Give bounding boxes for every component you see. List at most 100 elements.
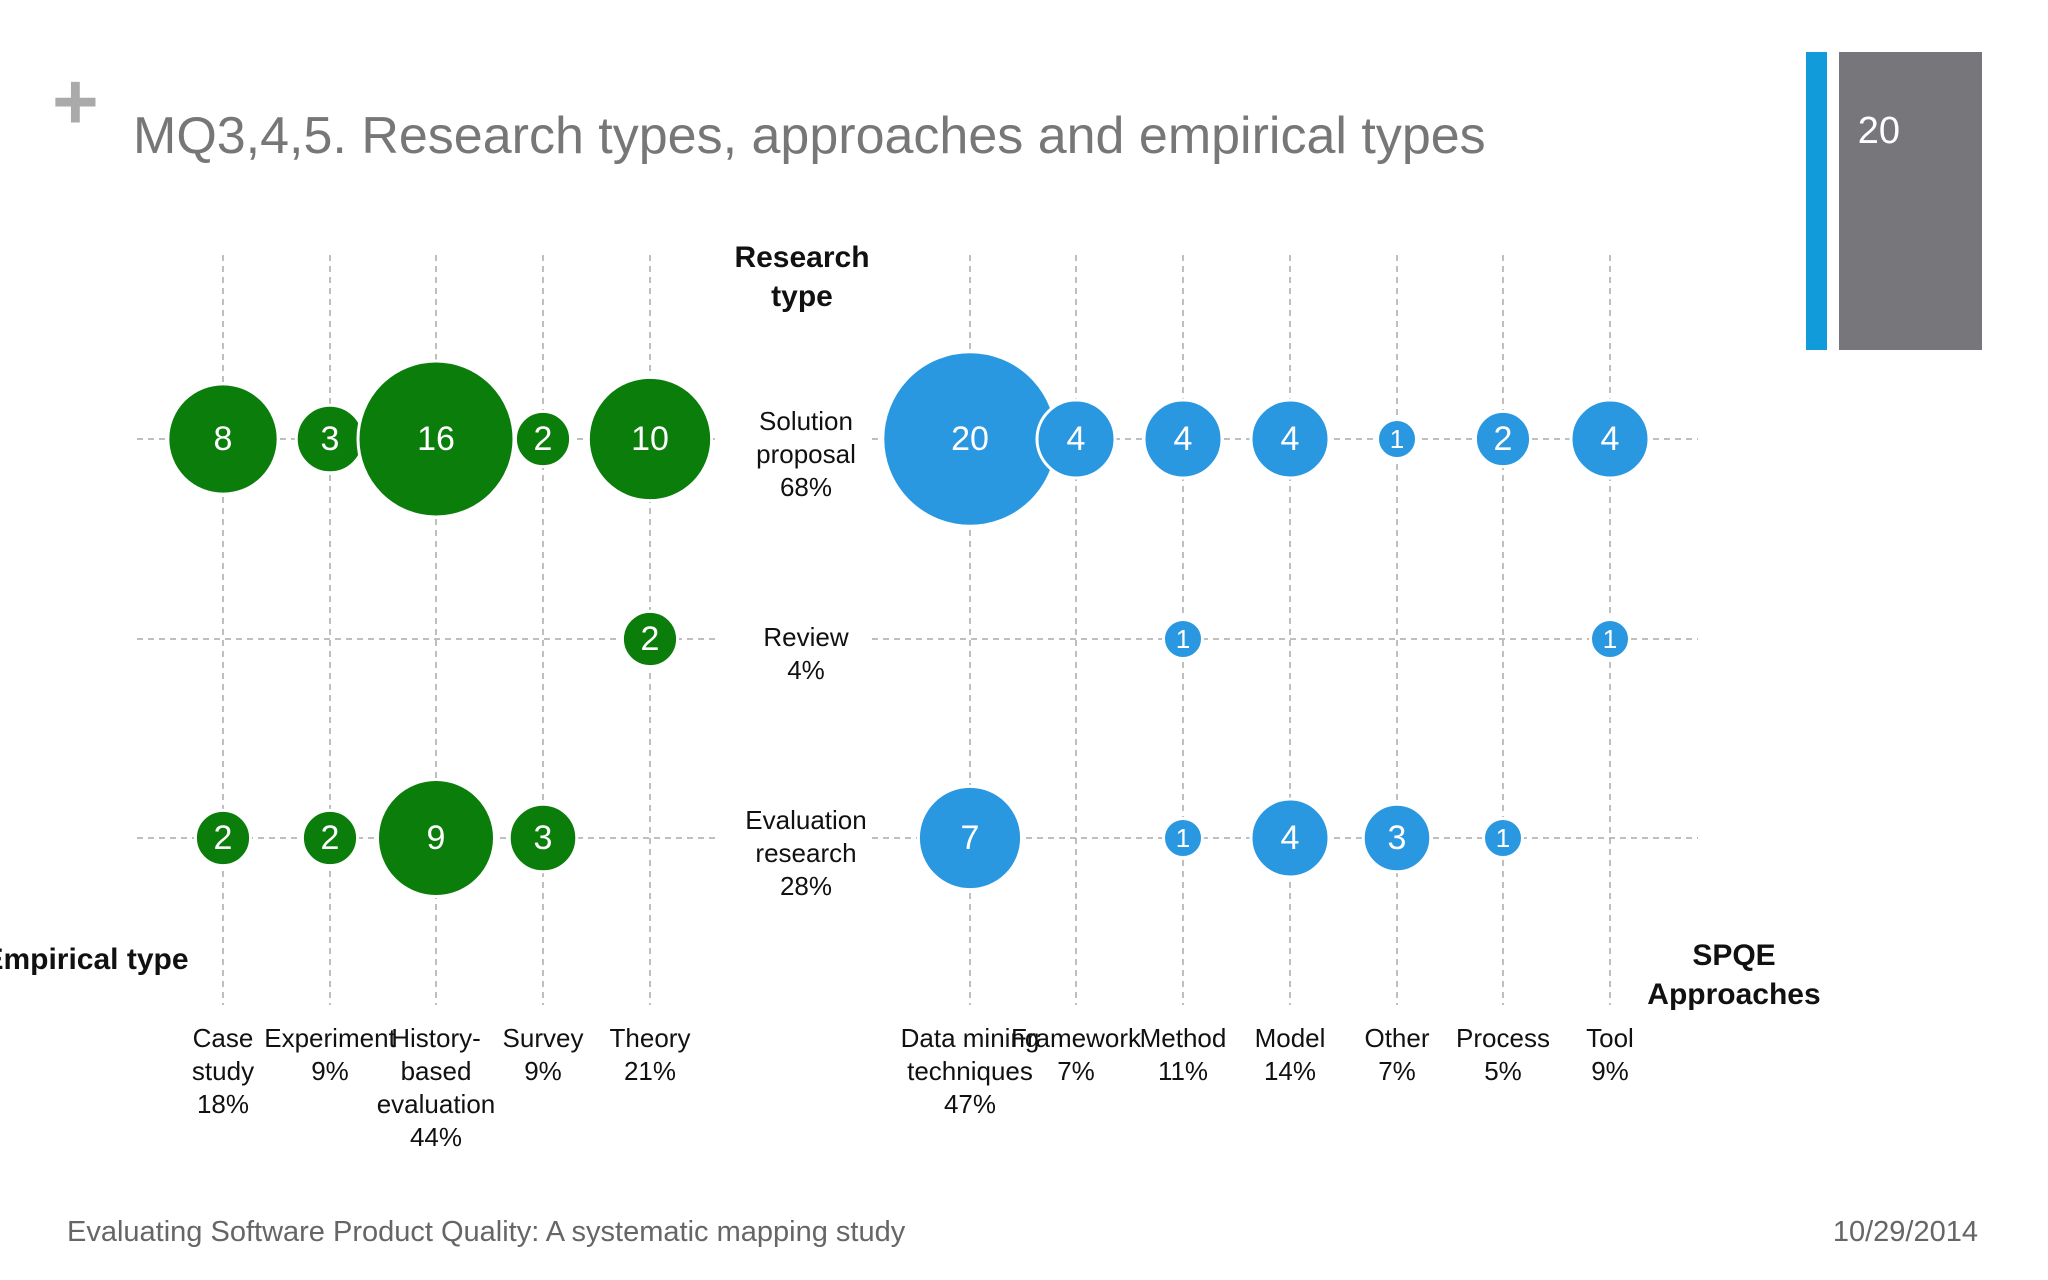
- bubble: [586, 375, 714, 503]
- category-name: Framework: [1010, 1023, 1141, 1053]
- category-label: Case study 18%: [173, 1022, 273, 1121]
- category-share: 7%: [1057, 1056, 1095, 1086]
- bubble: [166, 382, 280, 496]
- bubble-label: 1: [1176, 823, 1190, 853]
- bubble-label: 3: [1388, 819, 1407, 857]
- bubble-label: 2: [534, 420, 553, 458]
- row-share: 68%: [779, 472, 833, 502]
- bubble: [1142, 398, 1224, 480]
- bubble-label: 2: [321, 819, 340, 857]
- category-label: Method 11%: [1133, 1022, 1233, 1088]
- category-label: Model 14%: [1245, 1022, 1335, 1088]
- category-share: 9%: [311, 1056, 349, 1086]
- category-share: 5%: [1484, 1056, 1522, 1086]
- date: 10/29/2014: [1832, 1216, 1978, 1248]
- bubble: [507, 802, 579, 874]
- row-axis-title: Research type: [734, 241, 870, 313]
- bubble-label: 20: [951, 420, 989, 458]
- bubble: [620, 609, 680, 669]
- bubble: [1361, 802, 1433, 874]
- bubble: [300, 808, 360, 868]
- category-name: Case study: [191, 1023, 255, 1086]
- category-label: Other 7%: [1357, 1022, 1437, 1088]
- bubble: [1162, 618, 1204, 660]
- category-name: Method: [1139, 1023, 1227, 1053]
- category-name: History-based evaluation: [376, 1023, 496, 1119]
- bubble-label: 4: [1281, 819, 1300, 857]
- category-name: Other: [1364, 1023, 1430, 1053]
- bubble: [1589, 618, 1631, 660]
- page-number: 20: [1857, 110, 1900, 152]
- bubble-label: 2: [641, 620, 660, 658]
- axis-title: Empirical type: [0, 943, 189, 976]
- axis-title: SPQE Approaches: [1647, 939, 1821, 1011]
- category-label: Data mining techniques 47%: [895, 1022, 1045, 1121]
- row-label: Evaluation research 28%: [741, 804, 871, 903]
- bubble: [1482, 817, 1524, 859]
- category-label: Experiment 9%: [260, 1022, 400, 1088]
- category-label: Tool 9%: [1575, 1022, 1645, 1088]
- bubble-label: 4: [1601, 420, 1620, 458]
- category-label: History-based evaluation 44%: [376, 1022, 496, 1154]
- bubble-label: 4: [1067, 420, 1086, 458]
- category-share: 47%: [943, 1089, 997, 1119]
- bubble-label: 7: [961, 819, 980, 857]
- bubble-label: 3: [534, 819, 553, 857]
- bubble: [1569, 398, 1651, 480]
- bubble: [1162, 817, 1204, 859]
- bubble-label: 4: [1281, 420, 1300, 458]
- bubble-label: 2: [214, 819, 233, 857]
- category-name: Theory: [609, 1023, 691, 1053]
- plus-icon: +: [52, 57, 99, 146]
- bubble-label: 8: [214, 420, 233, 458]
- row-name: Evaluation research: [745, 805, 867, 868]
- footer: Evaluating Software Product Quality: A s…: [67, 1216, 906, 1248]
- category-name: Tool: [1586, 1023, 1634, 1053]
- row-share: 28%: [779, 871, 833, 901]
- bubble: [193, 808, 253, 868]
- row-name: Review: [763, 622, 849, 652]
- category-label: Survey 9%: [498, 1022, 588, 1088]
- category-label: Theory 21%: [605, 1022, 695, 1088]
- bubble-label: 3: [321, 420, 340, 458]
- bubble: [1249, 398, 1331, 480]
- category-label: Process 5%: [1448, 1022, 1558, 1088]
- bubble: [1035, 398, 1117, 480]
- category-share: 21%: [623, 1056, 677, 1086]
- category-share: 44%: [409, 1122, 463, 1152]
- bubble-label: 10: [631, 420, 669, 458]
- category-share: 14%: [1263, 1056, 1317, 1086]
- slide-title: MQ3,4,5. Research types, approaches and …: [133, 107, 1486, 165]
- bubble: [1473, 409, 1533, 469]
- category-share: 11%: [1157, 1056, 1209, 1086]
- bubble-label: 9: [427, 819, 446, 857]
- accent-bar: [1806, 52, 1827, 350]
- bubble: [376, 778, 496, 898]
- row-label: Review 4%: [741, 621, 871, 687]
- row-name: Solution proposal: [756, 406, 856, 469]
- category-share: 18%: [196, 1089, 250, 1119]
- row-share: 4%: [787, 655, 825, 685]
- bubble: [916, 784, 1024, 892]
- bubble-label: 2: [1494, 420, 1513, 458]
- bubble-label: 1: [1496, 823, 1510, 853]
- category-name: Data mining techniques: [900, 1023, 1040, 1086]
- category-share: 7%: [1378, 1056, 1416, 1086]
- category-label: Framework 7%: [1006, 1022, 1146, 1088]
- category-share: 9%: [1591, 1056, 1629, 1086]
- bubble-label: 1: [1603, 624, 1617, 654]
- category-name: Survey: [502, 1023, 584, 1053]
- bubble-label: 16: [417, 420, 455, 458]
- category-name: Process: [1456, 1023, 1550, 1053]
- category-name: Experiment: [264, 1023, 396, 1053]
- bubble: [1249, 797, 1331, 879]
- page-box: 20: [1839, 52, 1982, 350]
- bubble: [513, 409, 573, 469]
- bubble-label: 4: [1174, 420, 1193, 458]
- bubble-label: 1: [1390, 424, 1404, 454]
- bubble: [1376, 418, 1418, 460]
- category-name: Model: [1254, 1023, 1326, 1053]
- bubble-label: 1: [1176, 624, 1190, 654]
